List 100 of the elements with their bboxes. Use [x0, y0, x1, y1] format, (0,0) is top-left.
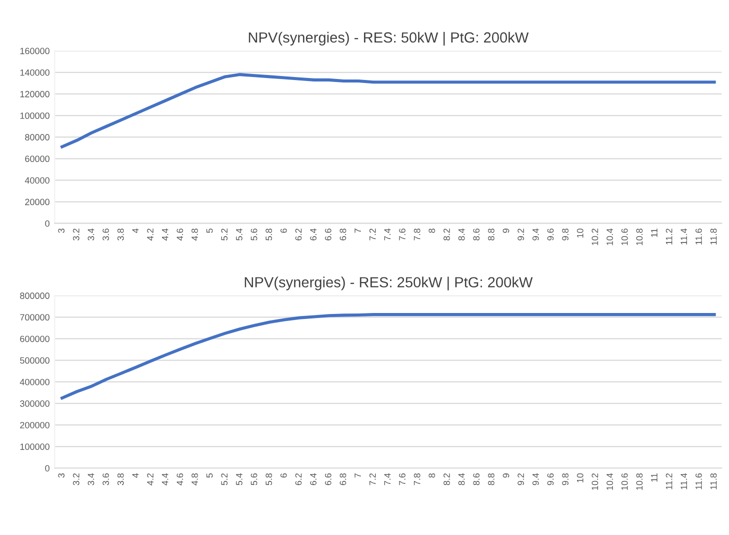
x-tick-label: 6.8 — [340, 228, 346, 240]
x-tick-label: 8.6 — [473, 228, 480, 240]
x-tick-label: 7 — [354, 473, 361, 478]
x-tick-label: 8 — [428, 228, 436, 233]
x-tick-label: 11.2 — [666, 228, 672, 244]
x-tick-label: 11.4 — [680, 473, 687, 490]
x-tick-label: 7.2 — [369, 228, 376, 240]
x-tick-label: 9.6 — [547, 473, 554, 486]
x-tick-label: 5.8 — [266, 473, 272, 486]
x-tick-label: 10.8 — [636, 473, 643, 490]
x-tick-label: 3.2 — [72, 473, 80, 486]
x-tick-label: 9.4 — [532, 473, 539, 486]
x-tick-label: 5.8 — [266, 228, 272, 240]
y-tick-label: 500000 — [20, 357, 50, 364]
x-tick-label: 9.2 — [518, 473, 524, 486]
x-tick-label: 6 — [280, 473, 287, 478]
y-tick-label: 0 — [45, 220, 50, 227]
y-tick-label: 600000 — [20, 336, 50, 342]
x-tick-label: 4.8 — [192, 228, 198, 241]
x-tick-label: 10.4 — [606, 228, 613, 246]
x-tick-label: 9 — [502, 473, 510, 478]
x-tick-label: 11.4 — [680, 228, 687, 244]
x-tick-label: 9.6 — [547, 228, 554, 240]
x-tick-label: 8.4 — [458, 228, 465, 240]
x-tick-label: 3.2 — [72, 228, 80, 240]
x-tick-label: 7.4 — [384, 228, 391, 240]
y-tick-label: 700000 — [20, 314, 50, 321]
y-tick-label: 400000 — [20, 378, 50, 386]
x-tick-label: 4.2 — [147, 228, 154, 241]
x-tick-label: 5.4 — [236, 228, 242, 240]
x-tick-label: 8.2 — [444, 473, 450, 486]
x-tick-label: 6.2 — [295, 473, 302, 486]
x-tick-label: 7.4 — [384, 473, 391, 486]
x-tick-label: 10.2 — [592, 228, 598, 246]
x-tick-label: 4.6 — [176, 473, 184, 486]
x-tick-label: 7.6 — [399, 473, 406, 486]
x-tick-label: 8.8 — [488, 228, 494, 240]
y-tick-label: 60000 — [25, 156, 50, 162]
x-tick-label: 3.8 — [117, 228, 124, 240]
y-tick-label: 100000 — [20, 444, 50, 450]
x-tick-label: 5.6 — [250, 228, 258, 240]
x-tick-label: 7.8 — [414, 228, 420, 240]
x-tick-label: 3.6 — [102, 473, 109, 486]
x-tick-label: 7.6 — [399, 228, 406, 240]
x-tick-label: 6.4 — [310, 228, 316, 240]
x-tick-label: 11 — [651, 228, 658, 237]
y-tick-label: 200000 — [20, 422, 50, 428]
y-tick-label: 80000 — [25, 134, 50, 140]
y-tick-label: 0 — [45, 465, 50, 472]
x-tick-label: 3.8 — [117, 473, 124, 486]
x-tick-label: 10.4 — [606, 473, 613, 490]
x-tick-label: 10.2 — [592, 473, 598, 490]
y-tick-label: 40000 — [24, 177, 50, 184]
x-tick-label: 3.4 — [88, 473, 94, 486]
x-tick-label: 9.8 — [562, 228, 568, 240]
x-tick-label: 6 — [280, 228, 287, 233]
x-tick-label: 6.4 — [310, 473, 316, 486]
x-tick-label: 5.4 — [236, 473, 242, 486]
x-tick-label: 3 — [58, 228, 65, 233]
x-tick-label: 3.6 — [102, 228, 109, 240]
x-tick-label: 11.6 — [696, 228, 702, 244]
x-tick-label: 3 — [58, 473, 65, 478]
x-tick-label: 10.6 — [621, 228, 628, 246]
x-tick-label: 8.2 — [444, 228, 450, 240]
x-tick-label: 10 — [576, 473, 584, 482]
x-tick-label: 3.4 — [88, 228, 94, 240]
x-tick-label: 4.2 — [147, 473, 154, 486]
x-tick-label: 11.6 — [696, 473, 702, 490]
y-tick-label: 120000 — [20, 90, 50, 98]
x-tick-label: 5.2 — [221, 228, 228, 240]
chart-title: NPV(synergies) - RES: 250kW | PtG: 200kW — [244, 276, 533, 290]
y-tick-label: 800000 — [20, 292, 50, 299]
x-tick-label: 4 — [132, 228, 139, 234]
x-tick-label: 5 — [206, 473, 213, 478]
x-tick-label: 4 — [132, 473, 139, 478]
line-series — [60, 313, 716, 400]
x-tick-label: 6.6 — [324, 473, 332, 486]
x-tick-label: 6.6 — [324, 228, 332, 240]
x-tick-label: 11 — [651, 473, 658, 482]
y-tick-label: 20000 — [25, 198, 50, 206]
x-tick-label: 5.2 — [221, 473, 228, 486]
y-tick-label: 160000 — [20, 48, 50, 54]
x-tick-label: 6.8 — [340, 473, 346, 486]
chart-title: NPV(synergies) - RES: 50kW | PtG: 200kW — [248, 32, 529, 46]
x-tick-label: 11.8 — [710, 473, 717, 490]
y-tick-label: 100000 — [20, 112, 50, 119]
x-tick-label: 10.8 — [636, 228, 643, 246]
x-tick-label: 5.6 — [250, 473, 258, 486]
x-tick-label: 10.6 — [621, 473, 628, 490]
x-tick-label: 9.4 — [532, 228, 539, 240]
x-tick-label: 11.2 — [666, 473, 672, 490]
y-tick-label: 140000 — [20, 69, 50, 76]
x-tick-label: 7.2 — [369, 473, 376, 486]
x-tick-label: 7 — [354, 228, 361, 233]
x-tick-label: 6.2 — [295, 228, 302, 240]
line-series — [60, 73, 716, 148]
x-tick-label: 8.4 — [458, 473, 465, 486]
x-tick-label: 4.4 — [162, 473, 168, 486]
x-tick-label: 4.8 — [192, 473, 198, 486]
y-tick-label: 300000 — [20, 400, 50, 407]
